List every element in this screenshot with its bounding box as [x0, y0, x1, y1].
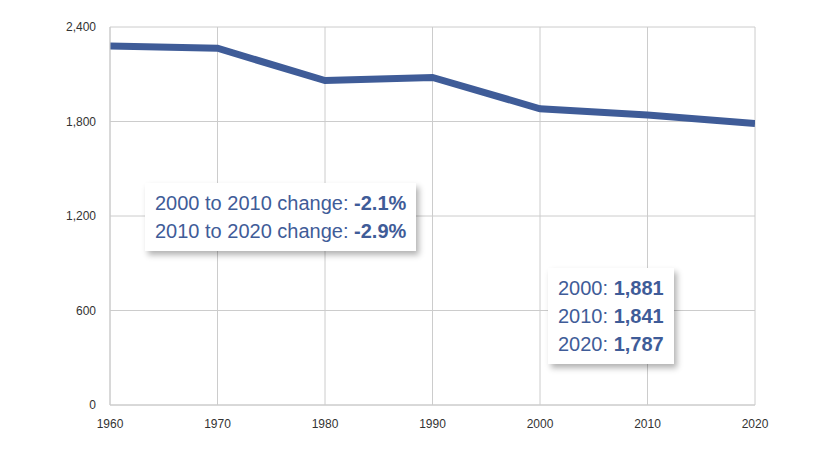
svg-text:1,200: 1,200: [66, 209, 96, 223]
svg-text:1970: 1970: [204, 417, 231, 431]
svg-text:2010: 2010: [634, 417, 661, 431]
html-text:2010: 1,841: 2010: 1,841: [558, 305, 664, 327]
svg-text:2000: 2000: [527, 417, 554, 431]
svg-text:1960: 1960: [97, 417, 124, 431]
svg-text:0: 0: [89, 398, 96, 412]
html-text:2000 to 2010 change: -2.1%: 2000 to 2010 change: -2.1%: [155, 192, 407, 214]
svg-text:1990: 1990: [419, 417, 446, 431]
html-text:2010 to 2020 change: -2.9%: 2010 to 2020 change: -2.9%: [155, 220, 407, 242]
html-text:2020: 1,787: 2020: 1,787: [558, 333, 664, 355]
svg-text:600: 600: [76, 304, 96, 318]
svg-text:1,800: 1,800: [66, 115, 96, 129]
svg-text:1980: 1980: [312, 417, 339, 431]
html-text:2000: 1,881: 2000: 1,881: [558, 277, 664, 299]
svg-text:2,400: 2,400: [66, 20, 96, 34]
svg-text:2020: 2020: [742, 417, 769, 431]
